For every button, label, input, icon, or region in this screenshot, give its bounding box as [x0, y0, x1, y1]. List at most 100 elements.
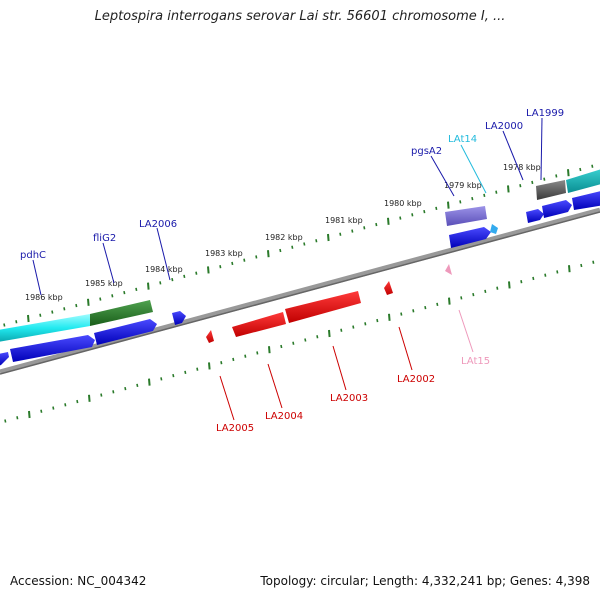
gene-label-LAt15[interactable]: LAt15: [461, 356, 490, 367]
minor-tick: [375, 222, 378, 227]
minor-tick: [400, 312, 403, 316]
minor-tick: [424, 305, 427, 310]
gene-arrow[interactable]: [172, 311, 186, 325]
minor-tick: [195, 271, 198, 275]
minor-tick: [124, 386, 127, 391]
minor-tick: [339, 232, 342, 236]
minor-tick: [483, 193, 486, 198]
minor-tick: [100, 393, 103, 397]
major-tick: [387, 217, 390, 225]
gene-arrow[interactable]: [542, 200, 572, 218]
minor-tick: [315, 239, 318, 243]
minor-tick: [112, 390, 115, 394]
major-tick: [268, 346, 271, 354]
gene-arrow[interactable]: [536, 180, 566, 200]
gene-label-LA2004[interactable]: LA2004: [265, 411, 303, 422]
scale-tick-label: 1986 kbp: [25, 293, 63, 302]
major-tick: [87, 298, 90, 306]
gene-arrow[interactable]: [449, 227, 491, 248]
minor-tick: [135, 287, 138, 292]
scale-tick-label: 1985 kbp: [85, 279, 123, 288]
gene-arrow[interactable]: [445, 264, 452, 275]
gene-labels: pdhC fliG2 LA2006 pgsA2 LAt14 LA2000 LA1…: [20, 108, 564, 434]
minor-tick: [76, 399, 79, 404]
minor-tick: [399, 216, 402, 220]
gene-label-LAt14[interactable]: LAt14: [448, 134, 477, 145]
forward-gene-track-upper: [0, 168, 600, 342]
minor-tick: [220, 361, 223, 365]
gene-label-LA2005[interactable]: LA2005: [216, 423, 254, 434]
gene-arrow[interactable]: [0, 314, 90, 342]
minor-tick: [520, 280, 523, 284]
gene-label-leaders: [32, 117, 543, 421]
scale-tick-label: 1978 kbp: [503, 163, 541, 172]
gene-arrow[interactable]: [572, 190, 600, 210]
gene-label-fliG2[interactable]: fliG2: [93, 233, 116, 244]
gene-arrow[interactable]: [94, 319, 157, 345]
minor-tick: [99, 297, 102, 301]
gene-arrow[interactable]: [0, 352, 9, 366]
chromosome-backbone: [0, 207, 600, 375]
gene-label-pgsA2[interactable]: pgsA2: [411, 146, 442, 157]
gene-arrow[interactable]: [566, 168, 600, 193]
minor-tick: [484, 289, 487, 294]
gene-label-LA2006[interactable]: LA2006: [139, 219, 177, 230]
major-tick: [148, 378, 151, 386]
minor-tick: [256, 351, 259, 355]
scale-tick-label: 1979 kbp: [444, 181, 482, 190]
minor-tick: [316, 335, 319, 339]
major-tick: [267, 250, 270, 258]
minor-tick: [591, 164, 594, 168]
minor-tick: [52, 406, 55, 410]
minor-tick: [231, 261, 234, 266]
minor-tick: [243, 258, 246, 262]
minor-tick: [63, 307, 66, 311]
minor-tick: [352, 325, 355, 329]
lower-scale-track: [4, 260, 595, 423]
major-tick: [327, 233, 330, 242]
gene-arrow[interactable]: [445, 206, 487, 226]
minor-tick: [75, 303, 78, 308]
minor-tick: [459, 200, 462, 204]
gene-arrow[interactable]: [90, 300, 153, 326]
minor-tick: [219, 265, 222, 269]
gene-arrow[interactable]: [206, 330, 214, 343]
minor-tick: [123, 290, 126, 295]
gene-arrow[interactable]: [490, 224, 498, 234]
minor-tick: [171, 277, 174, 282]
minor-tick: [40, 409, 43, 413]
gene-arrow[interactable]: [10, 335, 95, 362]
minor-tick: [3, 323, 6, 327]
minor-tick: [184, 370, 187, 375]
gene-label-LA2002[interactable]: LA2002: [397, 374, 435, 385]
gene-label-LA2000[interactable]: LA2000: [485, 121, 523, 132]
gene-label-LA1999[interactable]: LA1999: [526, 108, 564, 119]
minor-tick: [196, 367, 199, 371]
minor-tick: [531, 180, 534, 185]
minor-tick: [255, 255, 258, 259]
minor-tick: [340, 328, 343, 332]
minor-tick: [471, 196, 474, 201]
minor-tick: [472, 292, 475, 297]
minor-tick: [291, 245, 294, 249]
scale-labels: 1986 kbp 1985 kbp 1984 kbp 1983 kbp 1982…: [25, 163, 541, 302]
gene-arrow[interactable]: [232, 312, 286, 337]
major-tick: [88, 394, 91, 402]
scale-tick-label: 1981 kbp: [325, 216, 363, 225]
chromosome-backbone-shadow: [0, 211, 600, 375]
gene-label-pdhC[interactable]: pdhC: [20, 250, 46, 261]
minor-tick: [4, 419, 7, 423]
gene-arrow[interactable]: [526, 209, 544, 223]
minor-tick: [280, 344, 283, 349]
gene-arrow[interactable]: [285, 291, 361, 323]
minor-tick: [363, 226, 366, 230]
minor-tick: [351, 229, 354, 233]
major-tick: [447, 201, 450, 209]
major-tick: [567, 169, 570, 177]
gene-arrow[interactable]: [384, 281, 393, 295]
minor-tick: [172, 373, 175, 378]
scale-tick-label: 1984 kbp: [145, 265, 183, 274]
major-tick: [507, 185, 510, 193]
gene-label-LA2003[interactable]: LA2003: [330, 393, 368, 404]
